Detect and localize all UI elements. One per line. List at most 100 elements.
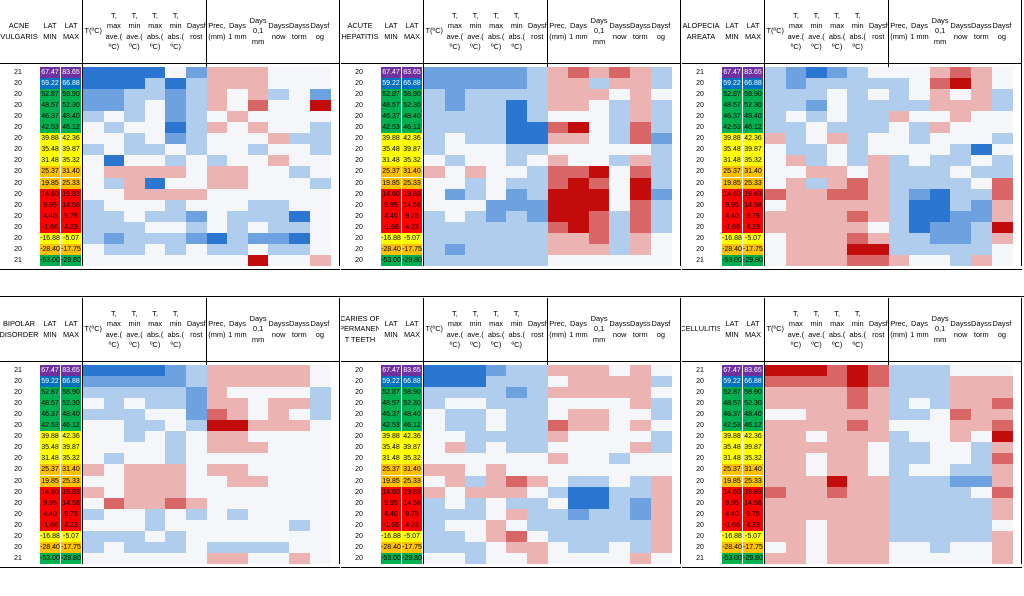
heatmap-cell: [247, 519, 269, 532]
heatmap-cell: [424, 519, 445, 532]
lat-max-cell: 52.30: [743, 100, 763, 112]
sample-count: 20: [14, 113, 22, 121]
heatmap-cell: [124, 199, 146, 212]
heatmap-cell: [289, 144, 310, 156]
lat-min-cell: 48.57: [722, 100, 742, 112]
heatmap-cell: [165, 100, 187, 112]
heatmap-cell: [868, 376, 889, 388]
heatmap-cell: [826, 67, 848, 79]
lat-min-cell: -16.88: [722, 530, 742, 542]
lat-min-cell: -53.00: [381, 254, 401, 266]
lat-max-cell: 25.33: [61, 177, 81, 189]
heatmap-cell: [227, 442, 249, 454]
heatmap-cell: [103, 188, 125, 200]
lat-max-cell: 42.36: [743, 431, 763, 443]
heatmap-cell: [444, 144, 466, 156]
heatmap-cell: [485, 508, 507, 521]
heatmap-cell: [424, 552, 445, 565]
heatmap-cell: [289, 232, 310, 245]
heatmap-cell: [527, 387, 548, 399]
heatmap-cell: [444, 78, 466, 90]
heatmap-cell: [609, 166, 631, 178]
heatmap-cell: [588, 221, 610, 234]
heatmap-cell: [227, 376, 249, 388]
heatmap-cell: [485, 453, 507, 465]
sample-count: 20: [355, 146, 363, 154]
heatmap-cell: [847, 243, 869, 256]
heatmap-cell: [868, 541, 889, 554]
lat-max-cell: 19.83: [61, 188, 81, 200]
heatmap-cell: [806, 111, 828, 123]
heatmap-cell: [847, 387, 869, 399]
header-divider: [341, 63, 681, 64]
sample-count: 20: [355, 168, 363, 176]
lat-min-cell: 4.40: [381, 508, 401, 520]
heatmap-cell: [186, 508, 207, 521]
column-header: Dayss now: [609, 319, 630, 339]
heatmap-cell: [186, 541, 207, 554]
heatmap-cell: [485, 232, 507, 245]
sample-count: 20: [355, 477, 363, 485]
heatmap-cell: [247, 144, 269, 156]
sample-count: 20: [14, 521, 22, 529]
heatmap-cell: [991, 122, 1013, 134]
heatmap-cell: [506, 365, 528, 377]
heatmap-cell: [465, 464, 487, 476]
heatmap-cell: [826, 486, 848, 498]
heatmap-cell: [609, 100, 631, 112]
heatmap-cell: [527, 188, 548, 200]
heatmap-cell: [568, 541, 590, 554]
lat-max-cell: -29.80: [743, 254, 763, 266]
heatmap-cell: [247, 232, 269, 245]
heatmap-cell: [485, 100, 507, 112]
heatmap-cell: [588, 78, 610, 90]
lat-min-cell: 19.85: [722, 475, 742, 487]
heatmap-cell: [309, 122, 331, 134]
heatmap-cell: [868, 89, 889, 101]
heatmap-cell: [630, 409, 651, 421]
heatmap-cell: [868, 519, 889, 532]
heatmap-cell: [144, 144, 166, 156]
lat-min-cell: 67.47: [40, 67, 60, 79]
heatmap-cell: [609, 365, 631, 377]
heatmap-cell: [650, 508, 672, 521]
heatmap-cell: [929, 497, 951, 510]
heatmap-cell: [826, 155, 848, 167]
heatmap-cell: [929, 442, 951, 454]
heatmap-cell: [186, 530, 207, 543]
heatmap-cell: [465, 122, 487, 134]
heatmap-cell: [506, 431, 528, 443]
lat-max-cell: 46.12: [402, 420, 422, 432]
heatmap-cell: [247, 243, 269, 256]
heatmap-cell: [929, 221, 951, 234]
heatmap-cell: [485, 376, 507, 388]
lat-min-cell: 25.37: [381, 166, 401, 178]
heatmap-cell: [929, 133, 951, 145]
heatmap-cell: [765, 475, 786, 487]
heatmap-cell: [588, 387, 610, 399]
heatmap-cell: [268, 122, 290, 134]
heatmap-cell: [289, 442, 310, 454]
heatmap-cell: [785, 497, 807, 510]
lat-max-cell: 39.87: [402, 144, 422, 156]
panel-header: ACNE VULGARIS LAT MIN LAT MAX T(ºC) T, max a…: [0, 0, 340, 63]
heatmap-cell: [950, 111, 972, 123]
heatmap-cell: [268, 519, 290, 532]
heatmap-cell: [547, 442, 569, 454]
heatmap-cell: [444, 199, 466, 212]
column-header: Daysf og: [310, 21, 330, 41]
heatmap-cell: [268, 365, 290, 377]
lat-min-cell: 4.40: [381, 210, 401, 222]
lat-max-cell: -5.07: [402, 530, 422, 542]
heatmap-cell: [888, 365, 910, 377]
heatmap-cell: [765, 243, 786, 256]
heatmap-cell: [868, 111, 889, 123]
heatmap-cell: [971, 464, 992, 476]
heatmap-cell: [785, 232, 807, 245]
heatmap-cell: [424, 89, 445, 101]
lat-min-cell: -28.40: [40, 243, 60, 255]
heatmap-cell: [785, 221, 807, 234]
heatmap-cell: [144, 530, 166, 543]
heatmap-cell: [268, 486, 290, 498]
heatmap-cell: [506, 254, 528, 267]
